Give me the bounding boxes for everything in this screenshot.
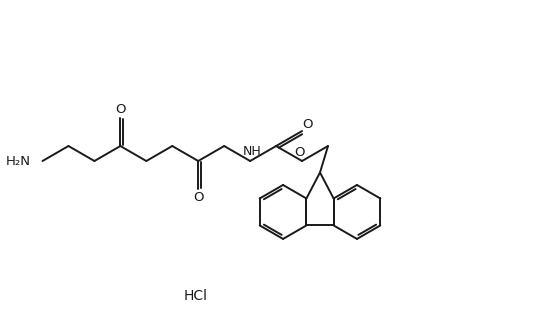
Text: H₂N: H₂N	[5, 155, 30, 168]
Text: HCl: HCl	[183, 289, 207, 303]
Text: O: O	[302, 118, 312, 130]
Text: NH: NH	[243, 144, 262, 157]
Text: O: O	[294, 145, 304, 158]
Text: O: O	[193, 191, 203, 204]
Text: O: O	[115, 103, 126, 115]
